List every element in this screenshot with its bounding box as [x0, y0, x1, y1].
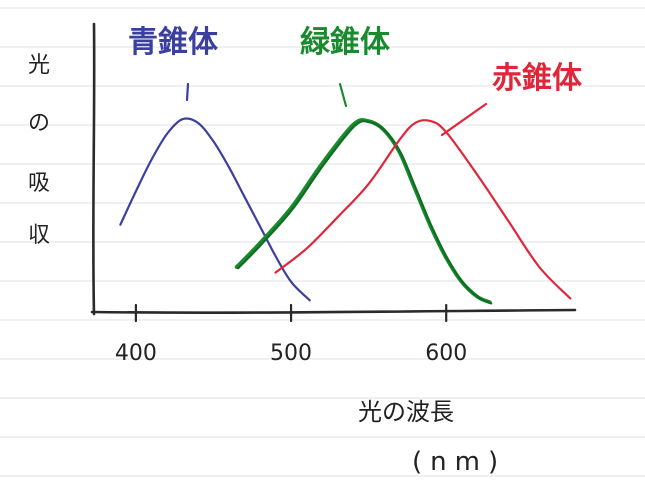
series-line-green — [234, 118, 492, 305]
x-axis-label: 光の波長 — [358, 398, 454, 426]
y-label-char: 光 — [28, 53, 50, 78]
y-label-char: 吸 — [28, 171, 50, 196]
y-label-char: 収 — [28, 223, 50, 248]
series-labels: 青錐体 緑錐体 赤錐体 — [128, 25, 583, 137]
series-line-blue — [119, 117, 311, 302]
x-tick-label: 600 — [425, 341, 467, 366]
x-axis-unit: (nm) — [412, 447, 506, 477]
series-line-green-overstroke — [237, 120, 493, 305]
y-axis — [91, 22, 96, 316]
x-tick-label: 500 — [270, 341, 312, 366]
x-tick-label: 400 — [115, 341, 157, 366]
x-ticks: 400 500 600 — [115, 303, 467, 366]
series-curves — [119, 117, 572, 305]
leader-line-green — [338, 82, 348, 108]
series-label-blue: 青錐体 — [128, 25, 219, 60]
leader-line-red — [440, 102, 488, 137]
y-label-char: の — [28, 111, 50, 136]
leader-line-blue — [185, 82, 190, 102]
y-axis-label: 光 の 吸 収 — [28, 53, 50, 248]
series-label-green: 緑錐体 — [300, 25, 391, 60]
series-label-red: 赤錐体 — [492, 61, 583, 96]
series-line-red — [274, 119, 572, 300]
x-axis — [90, 308, 577, 314]
